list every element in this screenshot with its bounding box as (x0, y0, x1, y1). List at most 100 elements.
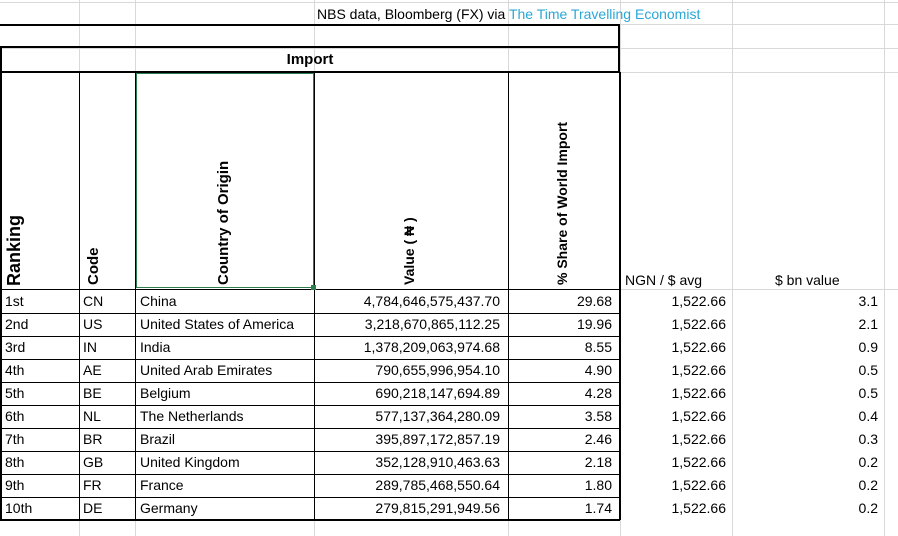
cell-value[interactable]: 577,137,364,280.09 (375, 408, 500, 424)
cell-value[interactable]: 279,815,291,949.56 (375, 500, 500, 516)
cell-rank[interactable]: 6th (5, 408, 25, 424)
cell-country[interactable]: United Kingdom (140, 454, 240, 470)
row-divider (0, 451, 620, 452)
cell-bn-value[interactable]: 3.1 (858, 293, 878, 309)
cell-rank[interactable]: 9th (5, 477, 25, 493)
cell-ngn-avg[interactable]: 1,522.66 (671, 408, 727, 424)
cell-ngn-avg[interactable]: 1,522.66 (671, 500, 727, 516)
table-border-bottom (0, 519, 620, 521)
cell-code[interactable]: CN (83, 293, 104, 309)
cell-ngn-avg[interactable]: 1,522.66 (671, 431, 727, 447)
table-border-left (0, 72, 2, 520)
cell-ngn-avg[interactable]: 1,522.66 (671, 385, 727, 401)
cell-code[interactable]: BE (83, 385, 102, 401)
cell-ngn-avg[interactable]: 1,522.66 (671, 362, 727, 378)
row-divider (0, 313, 620, 314)
cell-value[interactable]: 395,897,172,857.19 (375, 431, 500, 447)
cell-country[interactable]: Belgium (140, 385, 191, 401)
source-link[interactable]: The Time Travelling Economist (508, 6, 701, 22)
table-row: 1st CN China 4,784,646,575,437.70 29.68 1,522… (0, 290, 898, 313)
cell-country[interactable]: Germany (140, 500, 198, 516)
cell-ngn-avg[interactable]: 1,522.66 (671, 477, 727, 493)
cell-code[interactable]: US (83, 316, 103, 332)
source-cell[interactable]: NBS data, Bloomberg (FX) via The Time Tr… (317, 5, 700, 23)
cell-rank[interactable]: 5th (5, 385, 25, 401)
cell-value[interactable]: 3,218,670,865,112.25 (364, 316, 500, 332)
header-value[interactable]: Value ( ₦ ) (401, 217, 417, 285)
cell-rank[interactable]: 8th (5, 454, 25, 470)
cell-share[interactable]: 4.90 (584, 362, 612, 378)
cell-value[interactable]: 790,655,996,954.10 (375, 362, 500, 378)
cell-country[interactable]: United States of America (140, 316, 295, 332)
cell-bn-value[interactable]: 2.1 (858, 316, 878, 332)
header-bn-value[interactable]: $ bn value (775, 272, 840, 288)
cell-share[interactable]: 3.58 (584, 408, 612, 424)
cell-bn-value[interactable]: 0.9 (858, 339, 878, 355)
cell-code[interactable]: NL (83, 408, 101, 424)
cell-share[interactable]: 19.96 (576, 316, 612, 332)
cell-ngn-avg[interactable]: 1,522.66 (671, 316, 727, 332)
cell-value[interactable]: 4,784,646,575,437.70 (363, 293, 500, 309)
cell-share[interactable]: 1.74 (584, 500, 612, 516)
cell-country[interactable]: India (140, 339, 171, 355)
fill-handle[interactable] (311, 285, 316, 290)
table-row: 4th AE United Arab Emirates 790,655,996,954… (0, 359, 898, 382)
source-prefix: NBS data, Bloomberg (FX) via (317, 6, 509, 22)
column-divider (314, 72, 315, 520)
cell-share[interactable]: 29.68 (576, 293, 612, 309)
cell-bn-value[interactable]: 0.2 (858, 477, 878, 493)
cell-code[interactable]: DE (83, 500, 103, 516)
cell-rank[interactable]: 3rd (5, 339, 26, 355)
row-divider (0, 382, 620, 383)
row-divider (0, 497, 620, 498)
cell-value[interactable]: 289,785,468,550.64 (375, 477, 500, 493)
cell-share[interactable]: 4.28 (584, 385, 612, 401)
cell-rank[interactable]: 2nd (5, 316, 29, 332)
cell-share[interactable]: 2.18 (584, 454, 612, 470)
cell-code[interactable]: IN (83, 339, 97, 355)
selected-cell-outline (136, 73, 314, 288)
cell-bn-value[interactable]: 0.3 (858, 431, 878, 447)
header-code[interactable]: Code (85, 247, 102, 286)
cell-bn-value[interactable]: 0.2 (858, 454, 878, 470)
cell-code[interactable]: AE (83, 362, 102, 378)
cell-bn-value[interactable]: 0.5 (858, 385, 878, 401)
cell-value[interactable]: 1,378,209,063,974.68 (363, 339, 500, 355)
cell-country[interactable]: Brazil (140, 431, 176, 447)
cell-country[interactable]: France (140, 477, 184, 493)
cell-bn-value[interactable]: 0.2 (858, 500, 878, 516)
cell-code[interactable]: FR (83, 477, 102, 493)
table-row: 10th DE Germany 279,815,291,949.56 1.74 1,522… (0, 497, 898, 520)
cell-code[interactable]: GB (83, 454, 104, 470)
empty-header-band[interactable] (0, 24, 620, 48)
cell-country[interactable]: United Arab Emirates (140, 362, 273, 378)
column-divider (508, 72, 509, 520)
cell-ngn-avg[interactable]: 1,522.66 (671, 293, 727, 309)
cell-share[interactable]: 2.46 (584, 431, 612, 447)
row-divider (0, 359, 620, 360)
cell-country[interactable]: The Netherlands (140, 408, 244, 424)
cell-ngn-avg[interactable]: 1,522.66 (671, 339, 727, 355)
cell-bn-value[interactable]: 0.4 (858, 408, 878, 424)
header-ranking[interactable]: Ranking (4, 214, 24, 286)
row-divider (0, 428, 620, 429)
header-share[interactable]: % Share of World Import (554, 121, 570, 285)
cell-rank[interactable]: 1st (5, 293, 24, 309)
cell-rank[interactable]: 7th (5, 431, 25, 447)
cell-code[interactable]: BR (83, 431, 103, 447)
row-divider (0, 336, 620, 337)
cell-rank[interactable]: 4th (5, 362, 25, 378)
cell-value[interactable]: 352,128,910,463.63 (375, 454, 500, 470)
cell-share[interactable]: 1.80 (584, 477, 612, 493)
cell-ngn-avg[interactable]: 1,522.66 (671, 454, 727, 470)
table-row: 3rd IN India 1,378,209,063,974.68 8.55 1,522.… (0, 336, 898, 359)
table-row: 9th FR France 289,785,468,550.64 1.80 1,522.6… (0, 474, 898, 497)
cell-bn-value[interactable]: 0.5 (858, 362, 878, 378)
header-ngn-avg[interactable]: NGN / $ avg (625, 272, 703, 288)
cell-rank[interactable]: 10th (5, 500, 33, 516)
header-bottom-border (0, 289, 620, 290)
cell-value[interactable]: 690,218,147,694.89 (375, 385, 500, 401)
cell-country[interactable]: China (140, 293, 177, 309)
table-title[interactable]: Import (0, 48, 620, 73)
cell-share[interactable]: 8.55 (584, 339, 612, 355)
